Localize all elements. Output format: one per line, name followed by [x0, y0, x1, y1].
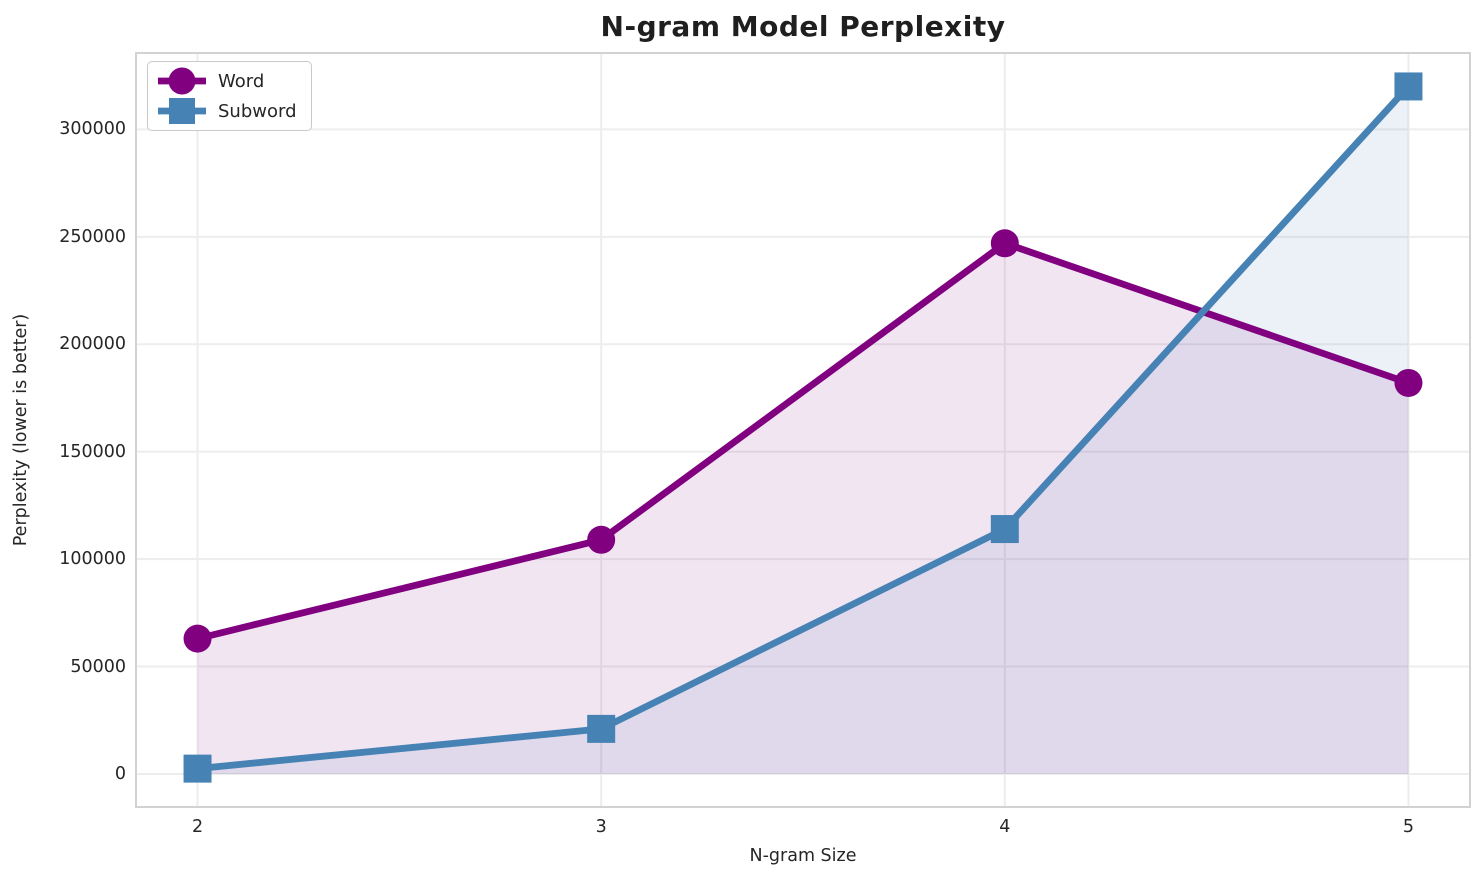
y-tick-label: 200000 [59, 334, 126, 355]
data-point-word [587, 525, 616, 554]
legend-square-marker-icon [158, 98, 206, 124]
series-fill-word [197, 243, 1409, 774]
legend-item-subword: Subword [156, 96, 297, 126]
y-axis-label: Perplexity (lower is better) [11, 313, 31, 547]
data-point-subword [990, 515, 1019, 544]
y-tick-label: 0 [114, 763, 126, 784]
data-point-word [1394, 368, 1423, 397]
legend-item-word: Word [156, 66, 297, 96]
x-tick-label: 4 [999, 817, 1011, 837]
legend-circle-marker-icon [158, 67, 206, 95]
series-line-word [196, 239, 1410, 642]
legend-label: Word [218, 70, 265, 92]
series-fill-subword [197, 86, 1409, 774]
x-axis-label: N-gram Size [749, 846, 857, 866]
y-tick-label: 250000 [59, 226, 126, 247]
data-point-word [990, 229, 1019, 258]
y-tick-label: 300000 [59, 119, 126, 140]
data-point-subword [183, 754, 212, 783]
plot-area [135, 52, 1471, 808]
y-tick-label: 100000 [59, 549, 126, 570]
legend-label: Subword [218, 100, 297, 122]
chart-title: N-gram Model Perplexity [600, 10, 1006, 43]
x-tick-label: 5 [1402, 817, 1415, 837]
legend: Word Subword [147, 61, 312, 131]
y-tick-label: 50000 [70, 656, 126, 677]
y-tick-label: 150000 [59, 441, 126, 462]
data-point-subword [587, 714, 616, 743]
x-tick-label: 3 [595, 817, 607, 837]
data-point-subword [1394, 72, 1423, 101]
series-line-subword [197, 84, 1411, 772]
data-point-word [183, 624, 212, 653]
x-tick-label: 2 [191, 817, 204, 837]
